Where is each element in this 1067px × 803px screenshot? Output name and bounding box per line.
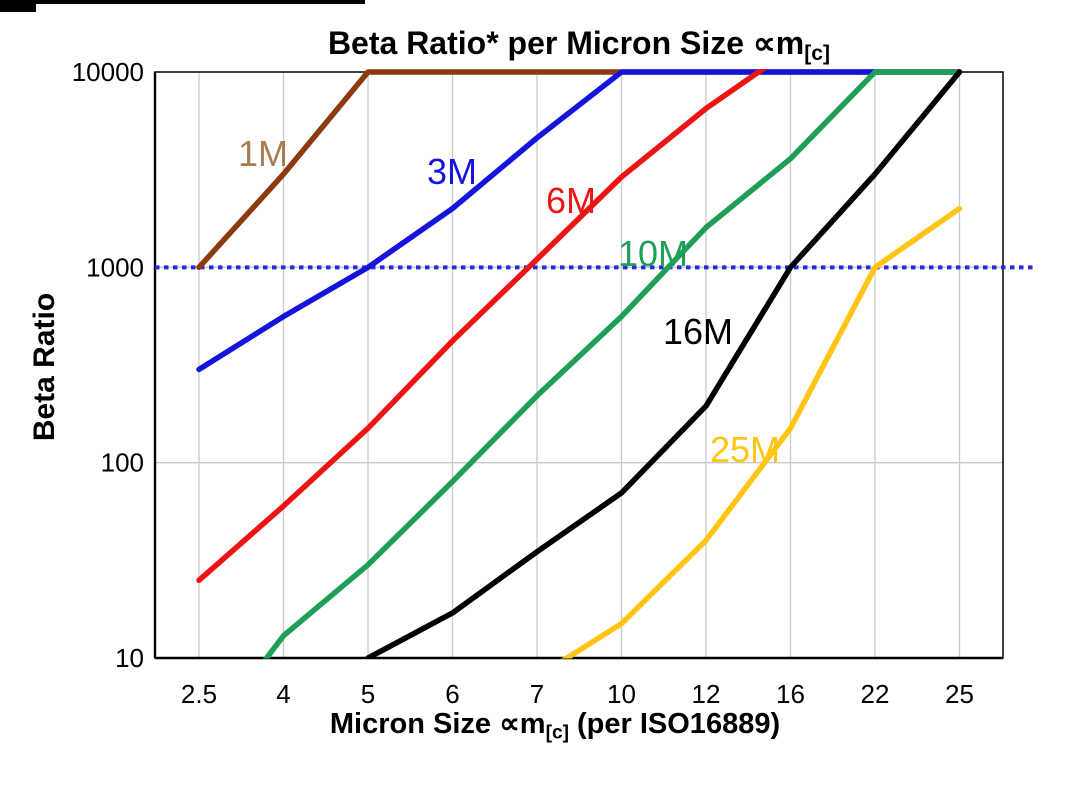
y-tick-label-10000: 10000: [72, 57, 144, 87]
x-tick-label-6: 6: [445, 679, 459, 709]
series-label-3m: 3M: [427, 151, 477, 192]
x-tick-label-2.5: 2.5: [181, 679, 217, 709]
chart-title-subscript: [c]: [804, 41, 831, 65]
series-label-10m: 10M: [618, 233, 688, 274]
x-tick-label-7: 7: [530, 679, 544, 709]
x-axis-title-suffix: (per ISO16889): [568, 708, 781, 740]
chart-title: Beta Ratio* per Micron Size ∝m[c]: [155, 24, 1003, 66]
series-line-25m: [561, 205, 963, 659]
x-tick-label-5: 5: [361, 679, 375, 709]
chart-title-text: Beta Ratio* per Micron Size ∝m: [327, 25, 805, 61]
x-axis-title-subscript: [c]: [545, 722, 569, 744]
y-tick-label-1000: 1000: [86, 252, 144, 282]
series-label-16m: 16M: [663, 311, 733, 352]
series-label-6m: 6M: [546, 180, 596, 221]
x-tick-label-12: 12: [692, 679, 721, 709]
series-line-10m: [262, 69, 963, 659]
series-lines: [196, 69, 963, 659]
x-axis-title-text: Micron Size ∝m: [329, 708, 546, 740]
y-tick-label-100: 100: [101, 448, 144, 478]
series-label-25m: 25M: [710, 429, 780, 470]
x-tick-label-16: 16: [776, 679, 805, 709]
series-line-6m: [196, 69, 768, 584]
y-tick-label-10: 10: [115, 643, 144, 673]
series-label-1m: 1M: [238, 133, 288, 174]
x-axis-title: Micron Size ∝m[c] (per ISO16889): [131, 706, 979, 744]
screen-edge-artifact: [0, 0, 36, 12]
series-line-3m: [196, 69, 963, 373]
x-tick-label-4: 4: [276, 679, 290, 709]
y-axis-title: Beta Ratio: [28, 292, 61, 442]
screen-edge-artifact: [0, 0, 365, 4]
series-line-16m: [365, 69, 963, 659]
x-tick-label-22: 22: [861, 679, 890, 709]
x-tick-label-25: 25: [945, 679, 974, 709]
x-tick-label-10: 10: [607, 679, 636, 709]
